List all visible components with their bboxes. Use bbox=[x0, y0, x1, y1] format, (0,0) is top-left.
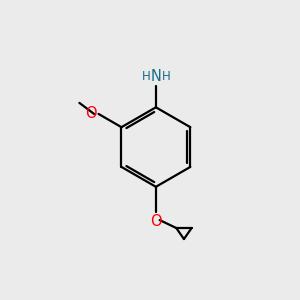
Text: O: O bbox=[85, 106, 97, 122]
Text: N: N bbox=[151, 69, 162, 84]
Text: H: H bbox=[162, 70, 171, 83]
Text: H: H bbox=[142, 70, 151, 83]
Text: O: O bbox=[150, 214, 162, 229]
